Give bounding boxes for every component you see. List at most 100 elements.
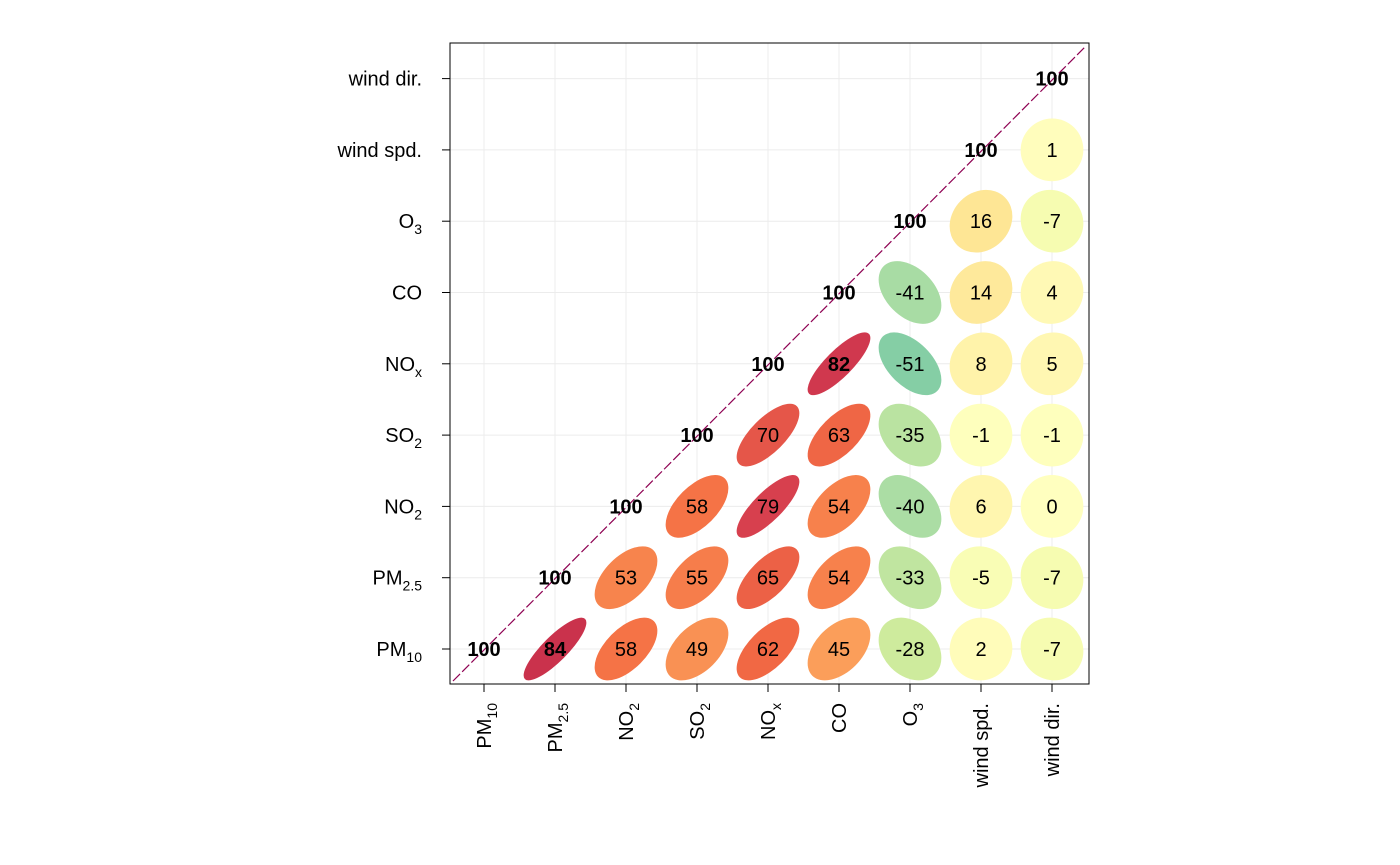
correlation-ellipse [949, 261, 1013, 324]
correlation-value-label: 0 [1046, 496, 1057, 518]
x-axis-label: PM2.5 [545, 703, 571, 753]
correlation-ellipse [807, 475, 871, 538]
correlation-value-label: 55 [686, 568, 708, 590]
y-axis-label: PM2.5 [373, 568, 423, 594]
diagonal-value-label: 100 [893, 211, 926, 233]
diagonal-value-label: 100 [822, 283, 855, 305]
correlation-value-label: -5 [972, 568, 990, 590]
correlation-ellipse [1020, 617, 1084, 681]
correlation-value-label: 82 [828, 354, 850, 376]
correlation-value-label: 14 [970, 283, 992, 305]
correlation-value-label: 4 [1046, 283, 1057, 305]
diagonal-value-label: 100 [609, 496, 642, 518]
x-axis-label: O3 [900, 703, 926, 727]
correlation-value-label: 84 [544, 639, 567, 661]
correlation-ellipse [1020, 475, 1084, 538]
correlation-value-label: 16 [970, 211, 992, 233]
correlation-value-label: 70 [757, 425, 779, 447]
correlation-value-label: 5 [1046, 354, 1057, 376]
x-axis-label: NO2 [616, 703, 642, 741]
correlation-ellipse [736, 546, 800, 610]
correlation-value-label: -33 [896, 568, 925, 590]
diagonal-line [452, 45, 1087, 682]
correlation-value-label: -35 [896, 425, 925, 447]
y-axis-label: wind spd. [337, 140, 423, 162]
correlation-ellipse [878, 546, 942, 610]
correlation-value-label: 6 [975, 496, 986, 518]
correlation-value-label: 45 [828, 639, 850, 661]
correlation-ellipse [736, 617, 800, 681]
correlation-ellipse [949, 617, 1013, 681]
correlation-value-label: 58 [686, 496, 708, 518]
correlation-ellipse [1020, 189, 1084, 253]
y-axis-label: O3 [399, 211, 423, 237]
correlation-value-label: -7 [1043, 211, 1061, 233]
correlation-value-label: 8 [975, 354, 986, 376]
diagonal-value-label: 100 [467, 639, 500, 661]
diagonal-value-label: 100 [538, 568, 571, 590]
y-axis-label: NO2 [384, 496, 422, 522]
correlation-ellipse [949, 403, 1013, 467]
correlation-ellipse [665, 617, 729, 681]
y-axis-label: SO2 [385, 425, 422, 451]
correlation-ellipse [949, 332, 1013, 396]
correlation-ellipse [949, 475, 1013, 538]
x-axis-label: wind spd. [971, 703, 993, 789]
y-axis-label: PM10 [376, 639, 422, 665]
correlation-value-label: 62 [757, 639, 779, 661]
correlation-ellipse [1020, 403, 1084, 467]
correlation-value-label: -7 [1043, 639, 1061, 661]
correlation-value-label: 53 [615, 568, 637, 590]
y-axis-label: wind dir. [348, 69, 422, 91]
correlation-value-label: -41 [896, 283, 925, 305]
diagonal-value-label: 100 [751, 354, 784, 376]
correlation-value-label: 79 [757, 496, 779, 518]
x-axis-label: wind dir. [1042, 703, 1064, 777]
correlation-value-label: -1 [972, 425, 990, 447]
axes: PM10 PM10 PM2.5 PM2.5 NO2 NO2 SO2 SO2 NOx NOx CO CO… [337, 69, 1065, 789]
correlation-ellipse [807, 332, 871, 396]
correlation-ellipse [878, 617, 942, 681]
correlation-ellipse [878, 332, 942, 396]
correlation-value-label: -28 [896, 639, 925, 661]
correlation-ellipse [807, 546, 871, 610]
correlation-ellipse [665, 546, 729, 610]
correlation-ellipse [1020, 261, 1084, 324]
x-axis-label: SO2 [687, 703, 713, 740]
correlation-ellipse [949, 189, 1013, 253]
y-axis-label: NOx [385, 354, 422, 380]
x-axis-label: PM10 [474, 703, 500, 749]
correlation-ellipse [878, 475, 942, 538]
correlation-ellipse [878, 403, 942, 467]
correlation-ellipse [594, 546, 658, 610]
correlation-ellipse [949, 546, 1013, 610]
correlation-value-label: 54 [828, 496, 850, 518]
correlation-value-label: 49 [686, 639, 708, 661]
y-axis-label: CO [392, 283, 422, 305]
correlation-value-label: -40 [896, 496, 925, 518]
correlation-value-label: 1 [1046, 140, 1057, 162]
correlation-ellipse [878, 261, 942, 324]
x-axis-label: NOx [758, 703, 784, 740]
correlation-value-label: -1 [1043, 425, 1061, 447]
correlation-ellipse [807, 403, 871, 467]
correlation-value-label: -7 [1043, 568, 1061, 590]
diagonal-value-label: 100 [1035, 69, 1068, 91]
correlation-ellipses [523, 118, 1084, 681]
correlation-value-label: -51 [896, 354, 925, 376]
correlation-ellipse [736, 403, 800, 467]
correlation-ellipse [1020, 332, 1084, 396]
diagonal-value-label: 100 [964, 140, 997, 162]
correlation-ellipse [523, 617, 587, 681]
x-axis-label: CO [829, 703, 851, 733]
correlation-ellipse [594, 617, 658, 681]
correlation-value-label: 65 [757, 568, 779, 590]
correlation-ellipse [807, 617, 871, 681]
correlation-ellipse [665, 475, 729, 538]
correlation-value-label: 2 [975, 639, 986, 661]
cell-value-labels: 100 8410058531004955581006265797010045545… [467, 69, 1068, 661]
correlation-ellipse [736, 475, 800, 538]
correlation-value-label: 54 [828, 568, 850, 590]
diagonal-line-mark [452, 45, 1087, 682]
